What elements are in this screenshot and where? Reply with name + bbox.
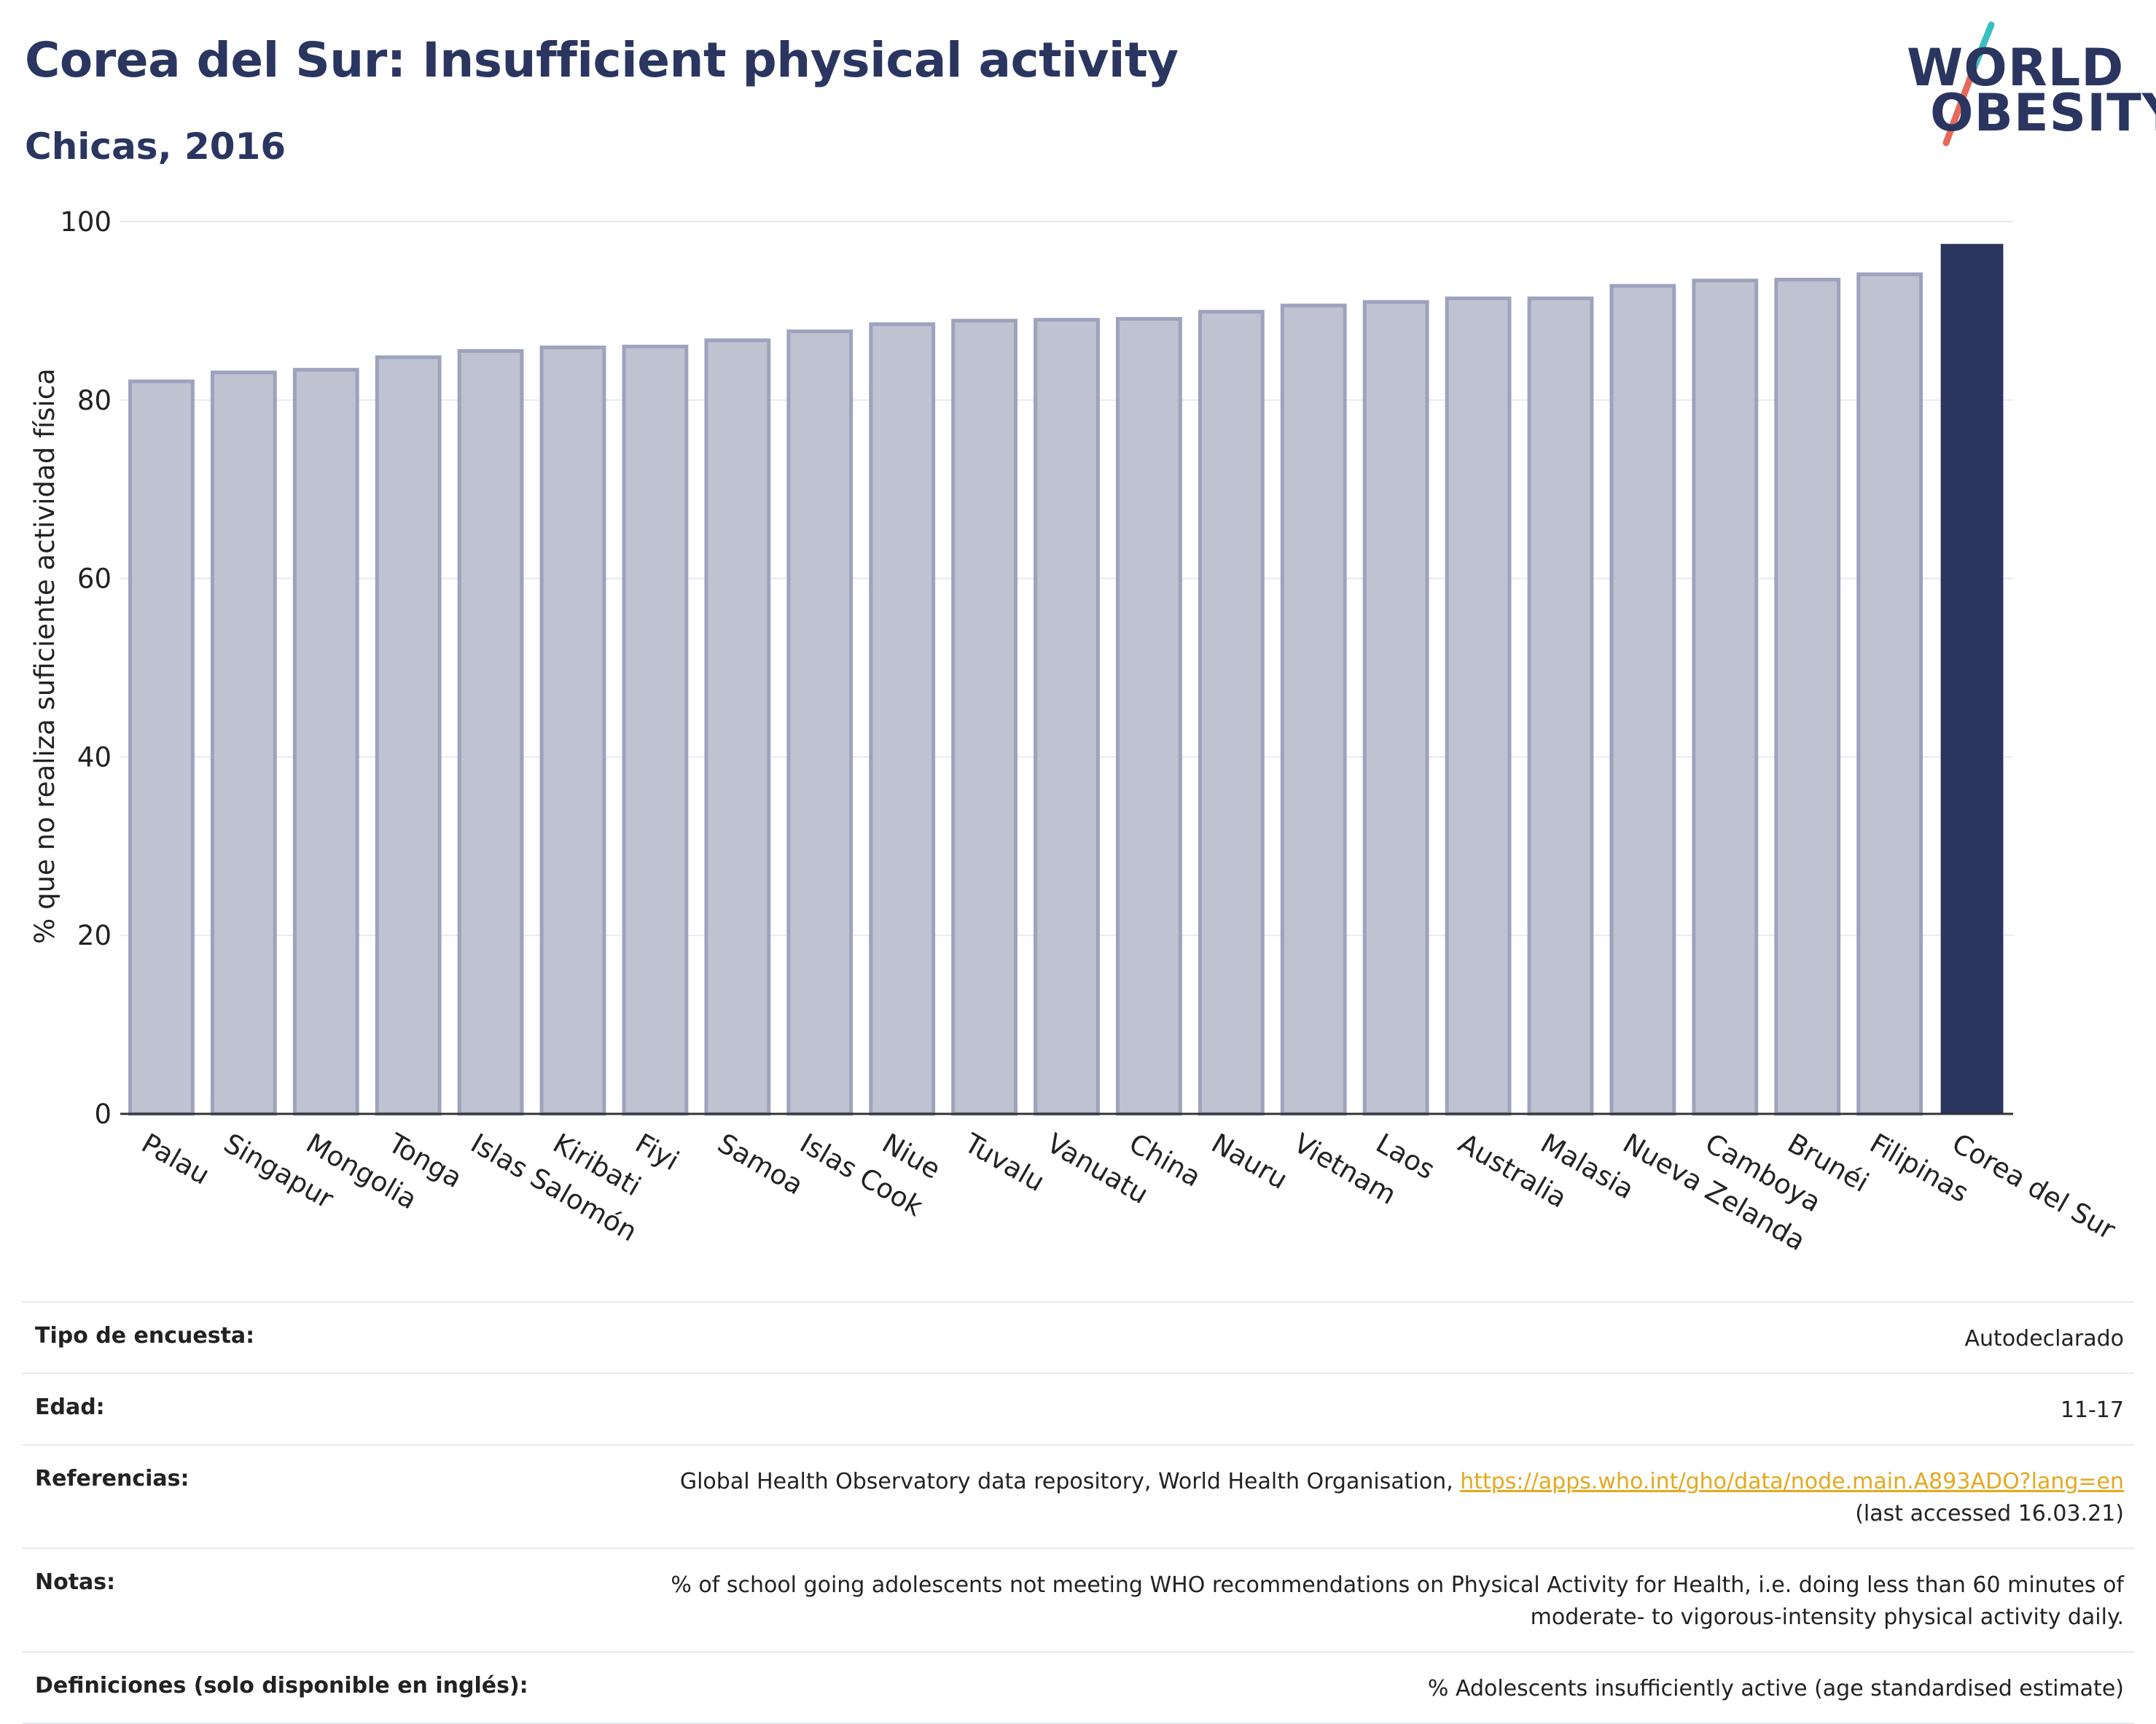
meta-value-definitions: % Adolescents insufficiently active (age… (1427, 1676, 2124, 1701)
chart-title: Corea del Sur: Insufficient physical act… (25, 32, 1179, 88)
bar (1362, 300, 1429, 1116)
y-tick-label: 20 (77, 920, 112, 951)
bar-highlighted (1940, 243, 2004, 1115)
bar (539, 346, 606, 1116)
bar (1692, 278, 1759, 1116)
meta-row-survey-type: Tipo de encuesta: Autodeclarado (22, 1301, 2134, 1373)
logo-slash-icon (1942, 21, 1995, 147)
meta-row-definitions: Definiciones (solo disponible en inglés)… (22, 1651, 2134, 1724)
meta-row-references: Referencias: Global Health Observatory d… (22, 1444, 2134, 1548)
bar (457, 348, 524, 1116)
bar (1116, 316, 1182, 1116)
meta-label-references: Referencias: (35, 1466, 190, 1491)
bar (1198, 310, 1265, 1116)
y-axis-label: % que no realiza suficiente actividad fí… (29, 368, 60, 944)
bar (128, 379, 195, 1116)
bar (786, 329, 854, 1116)
meta-row-age: Edad: 11-17 (22, 1373, 2134, 1444)
meta-row-notes: Notas: % of school going adolescents not… (22, 1548, 2134, 1651)
meta-label-survey-type: Tipo de encuesta: (35, 1323, 255, 1349)
meta-value-survey-type: Autodeclarado (1964, 1326, 2124, 1351)
bar (1034, 318, 1100, 1116)
y-tick-label: 100 (60, 206, 112, 238)
bar (622, 344, 689, 1116)
meta-label-notes: Notas: (35, 1569, 116, 1595)
meta-label-age: Edad: (35, 1395, 105, 1420)
y-tick-label: 80 (77, 385, 112, 416)
x-tick-label: Nauru (1206, 1128, 1293, 1196)
bar (1280, 303, 1347, 1116)
x-tick-label: Samoa (712, 1128, 808, 1201)
reference-link[interactable]: https://apps.who.int/gho/data/node.main.… (1460, 1469, 2124, 1494)
y-tick-label: 0 (94, 1099, 112, 1130)
metadata-table: Tipo de encuesta: Autodeclarado Edad: 11… (22, 1301, 2134, 1724)
chart-subtitle: Chicas, 2016 (25, 125, 286, 168)
reference-source-text: Global Health Observatory data repositor… (679, 1469, 1461, 1494)
bar (1445, 296, 1512, 1116)
bar (375, 355, 442, 1116)
bar (292, 367, 359, 1116)
logo-word-obesity: OBESITY (1930, 83, 2156, 143)
x-tick-label: Corea del Sur (1947, 1128, 2121, 1247)
x-tick-label: Fiyi (630, 1128, 684, 1177)
y-tick-label: 60 (77, 563, 112, 595)
meta-label-definitions: Definiciones (solo disponible en inglés)… (35, 1673, 528, 1698)
bar (1527, 296, 1594, 1116)
y-tick-label: 40 (77, 741, 112, 773)
bar (704, 338, 771, 1116)
bar (1856, 272, 1923, 1116)
logo-word-world: WORLD (1907, 38, 2125, 98)
reference-accessed-text: (last accessed 16.03.21) (1855, 1501, 2124, 1526)
bar (869, 322, 936, 1116)
meta-value-references: Global Health Observatory data repositor… (680, 1466, 2124, 1530)
world-obesity-logo: WORLD OBESITY (1895, 17, 2156, 156)
bar (210, 370, 277, 1116)
x-tick-label: Tuvalu (958, 1127, 1050, 1198)
x-tick-label: Palau (136, 1128, 215, 1191)
meta-value-notes: % of school going adolescents not meetin… (671, 1572, 2124, 1630)
bar (1609, 284, 1676, 1116)
meta-value-age: 11-17 (2060, 1397, 2124, 1423)
bar (951, 319, 1018, 1116)
bar (1774, 278, 1841, 1116)
